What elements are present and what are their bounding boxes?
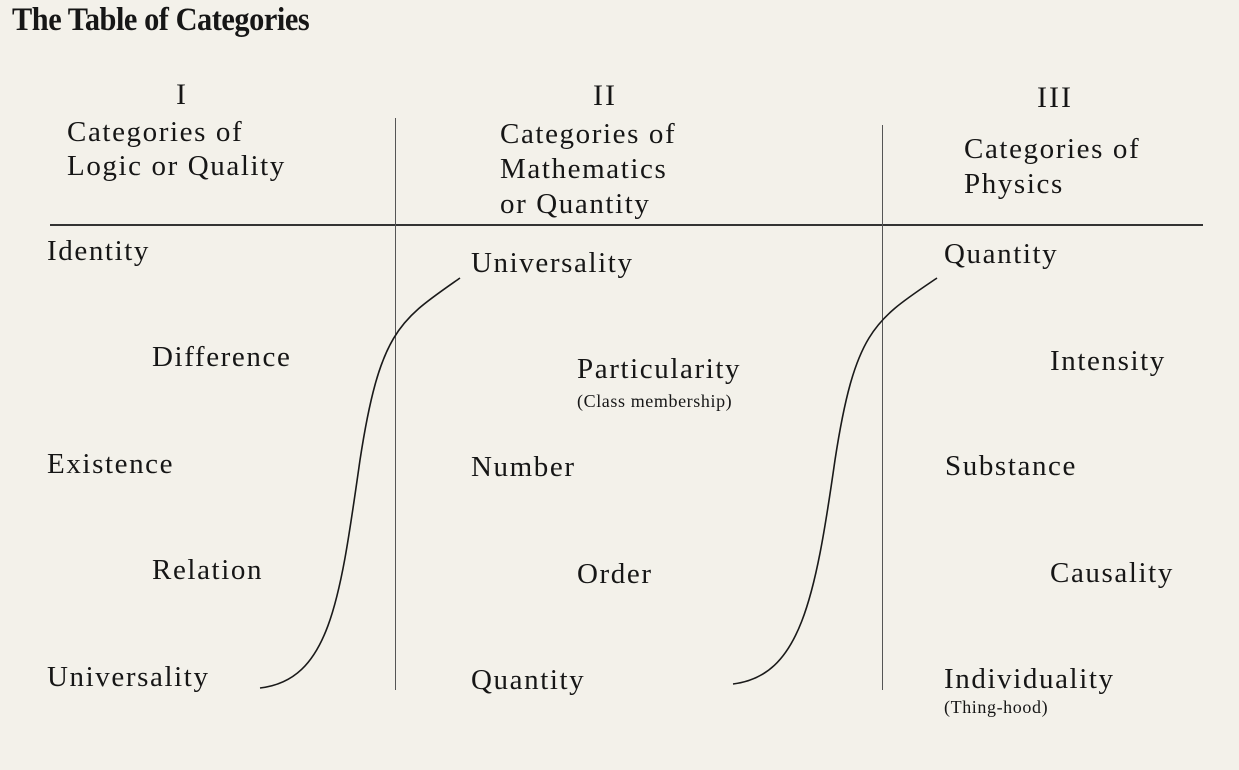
column-divider	[395, 118, 397, 690]
category-universality: Universality	[47, 661, 210, 693]
category-intensity: Intensity	[1050, 345, 1166, 377]
column-2-heading-line: or Quantity	[500, 188, 651, 220]
category-identity: Identity	[47, 235, 151, 267]
note-class-membership: (Class membership)	[577, 391, 733, 411]
note-thing-hood: (Thing-hood)	[944, 697, 1049, 717]
column-2-heading-line: Categories of	[500, 118, 677, 150]
category-universality: Universality	[471, 247, 634, 279]
header-divider	[50, 224, 1203, 226]
column-2-heading-line: Mathematics	[500, 153, 668, 185]
connector-curve	[732, 277, 938, 685]
category-quantity: Quantity	[944, 238, 1059, 270]
category-quantity: Quantity	[471, 664, 586, 696]
page-title: The Table of Categories	[12, 2, 310, 38]
category-relation: Relation	[152, 554, 264, 586]
column-3-heading-line: Categories of	[964, 133, 1141, 165]
connector-curve	[259, 277, 461, 689]
column-3-heading-line: Physics	[964, 168, 1064, 200]
column-1-heading-line: Logic or Quality	[67, 150, 286, 182]
category-individuality: Individuality	[944, 663, 1115, 695]
category-order: Order	[577, 558, 653, 590]
category-particularity: Particularity	[577, 353, 742, 385]
column-2-numeral: II	[593, 79, 617, 112]
column-divider	[882, 125, 884, 690]
category-causality: Causality	[1050, 557, 1174, 589]
column-1-numeral: I	[176, 78, 188, 111]
category-substance: Substance	[945, 450, 1077, 482]
column-3-numeral: III	[1037, 81, 1073, 114]
category-existence: Existence	[47, 448, 175, 480]
category-number: Number	[471, 451, 576, 483]
column-1-heading-line: Categories of	[67, 116, 244, 148]
category-difference: Difference	[152, 341, 292, 373]
